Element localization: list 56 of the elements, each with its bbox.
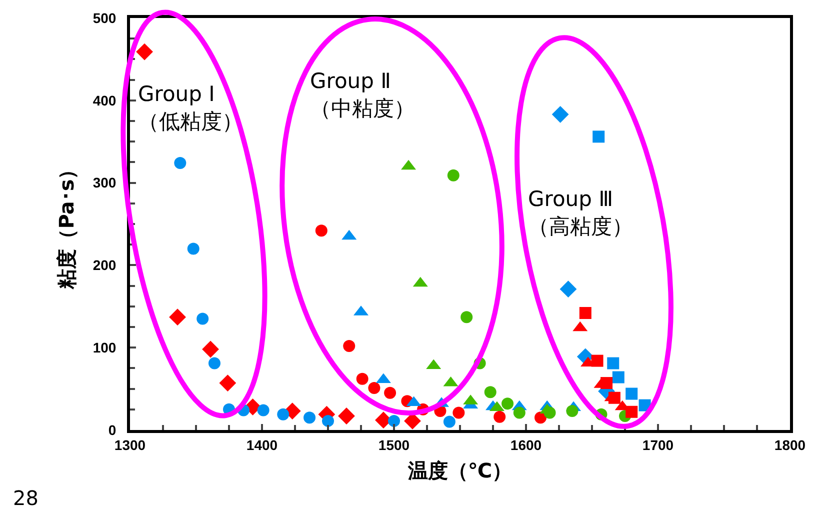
point — [566, 405, 578, 418]
annotation: Group Ⅲ （高粘度） — [528, 187, 633, 238]
y-tick-label: 500 — [92, 10, 116, 26]
x-tick-label: 1600 — [510, 436, 542, 453]
annotation: Group Ⅱ （中粘度） — [310, 69, 415, 120]
point — [447, 169, 460, 182]
y-axis-title: 粘度（Pa･s） — [54, 159, 78, 290]
point — [626, 388, 638, 400]
x-tick-label: 1800 — [774, 436, 806, 453]
x-axis-title: 温度（℃） — [406, 458, 512, 482]
point — [315, 224, 328, 237]
y-tick-label: 300 — [92, 174, 116, 191]
x-tick-label: 1500 — [378, 436, 410, 453]
point — [592, 130, 605, 143]
point — [169, 308, 186, 326]
point — [612, 371, 624, 384]
point — [208, 357, 220, 370]
y-tick-label: 0 — [108, 422, 116, 438]
point — [452, 406, 465, 419]
point — [136, 43, 153, 60]
point — [338, 408, 355, 424]
y-tick-label: 200 — [92, 257, 116, 274]
point — [494, 410, 506, 423]
point — [484, 386, 496, 398]
point — [388, 414, 400, 427]
point — [343, 340, 356, 352]
point — [202, 340, 219, 358]
point — [502, 398, 514, 410]
point — [384, 386, 396, 399]
point — [368, 382, 380, 394]
text: 28 — [13, 486, 38, 510]
point — [460, 311, 473, 324]
point — [579, 306, 592, 319]
y-tick-label: 100 — [92, 340, 116, 356]
point — [257, 404, 270, 416]
point — [607, 357, 620, 370]
point — [196, 312, 209, 325]
point — [560, 280, 577, 298]
point — [626, 406, 638, 418]
point — [544, 406, 556, 419]
x-tick-label: 1400 — [246, 436, 278, 453]
point — [443, 416, 456, 428]
point — [591, 354, 604, 367]
point — [304, 412, 316, 424]
point — [187, 242, 200, 255]
point — [322, 414, 334, 427]
x-tick-label: 1700 — [642, 436, 674, 453]
point — [174, 157, 186, 170]
point — [513, 406, 526, 419]
x-tick-label: 1300 — [114, 436, 146, 453]
annotation: Group Ⅰ （低粘度） — [138, 82, 243, 134]
y-tick-label: 400 — [92, 92, 116, 108]
point — [219, 374, 236, 392]
point — [552, 106, 569, 123]
point — [277, 408, 290, 420]
point — [356, 372, 368, 385]
